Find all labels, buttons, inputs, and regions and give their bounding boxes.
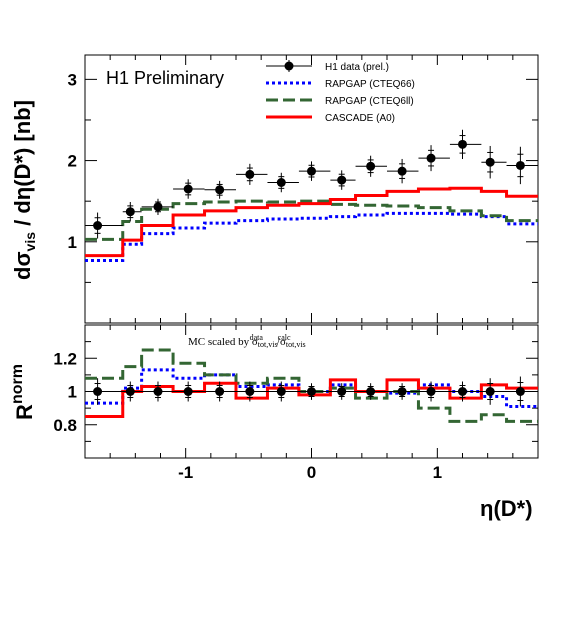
h1-preliminary-label: H1 Preliminary [106, 68, 224, 88]
legend-entry: RAPGAP (CTEQ66) [266, 79, 415, 90]
top-data-point [298, 161, 331, 181]
bottom-data-point [330, 383, 356, 400]
bottom-data-point [122, 381, 142, 402]
top-series-rapgap-cteq6ll [85, 199, 538, 241]
svg-text:Rnorm: Rnorm [9, 364, 37, 420]
top-data-point [481, 145, 507, 179]
bottom-data-point [141, 381, 174, 402]
bottom-data-point [298, 383, 331, 400]
top-data-point [85, 212, 123, 239]
top-data-point [449, 129, 482, 159]
bottom-y-tick-label: 1.2 [53, 349, 77, 368]
top-data-point [418, 145, 450, 172]
legend-entry: RAPGAP (CTEQ6ll) [266, 96, 414, 107]
bottom-data-point [481, 378, 507, 405]
bottom-y-tick-label: 0.8 [53, 416, 77, 435]
svg-text:dσvis / dη(D*) [nb]: dσvis / dη(D*) [nb] [10, 100, 38, 280]
top-data-point [506, 146, 538, 185]
bottom-data-point [267, 381, 299, 402]
top-series-cascade-a0 [85, 186, 538, 258]
top-series-rapgap-cteq66 [85, 211, 538, 262]
x-tick-label: -1 [178, 463, 193, 482]
svg-text:RAPGAP (CTEQ6ll): RAPGAP (CTEQ6ll) [325, 96, 414, 107]
legend: H1 data (prel.) RAPGAP (CTEQ66) RAPGAP (CT… [266, 60, 415, 124]
svg-text:RAPGAP (CTEQ66): RAPGAP (CTEQ66) [325, 79, 415, 90]
top-y-axis-title: dσvis / dη(D*) [nb] [10, 100, 38, 280]
x-tick-label: 0 [307, 463, 316, 482]
bottom-data-point [449, 381, 482, 402]
bottom-data-point [506, 376, 538, 407]
bottom-data-point [204, 381, 236, 402]
mc-scaling-note: MC scaled by σtot,visdata/σtot,viscalc [188, 333, 306, 349]
top-data-point [355, 155, 387, 177]
svg-text:CASCADE (A0): CASCADE (A0) [325, 113, 395, 124]
legend-entry: H1 data (prel.) [266, 60, 389, 73]
bottom-data-point [85, 378, 123, 405]
top-y-tick-label: 3 [68, 70, 77, 89]
bottom-data-point [418, 381, 450, 402]
top-y-tick-label: 2 [68, 152, 77, 171]
top-data-point [122, 201, 142, 222]
top-data-point [141, 198, 174, 215]
top-panel-ticks: 1 2 3 [68, 55, 539, 324]
top-panel-data-points [85, 129, 538, 239]
x-axis-title: η(D*) [480, 496, 533, 521]
top-data-point [267, 172, 299, 193]
bottom-data-point [236, 381, 268, 402]
svg-text:H1 data (prel.): H1 data (prel.) [325, 62, 389, 73]
legend-entry: CASCADE (A0) [266, 113, 395, 124]
top-data-point [330, 170, 356, 190]
top-data-point [236, 163, 268, 185]
x-tick-label: 1 [433, 463, 442, 482]
bottom-y-axis-title: Rnorm [9, 364, 37, 420]
top-data-point [204, 180, 236, 199]
top-panel-series [85, 186, 538, 262]
top-y-tick-label: 1 [68, 233, 77, 252]
bottom-y-tick-label: 1 [68, 383, 77, 402]
bottom-panel-data-points [85, 376, 538, 407]
bottom-data-point [173, 381, 205, 402]
bottom-data-point [387, 383, 419, 400]
top-data-point [173, 179, 205, 199]
bottom-panel-ticks: 0.8 1 1.2 -1 0 1 [53, 324, 539, 482]
bottom-data-point [355, 383, 387, 400]
bottom-series-cascade-a0 [85, 378, 538, 418]
top-data-point [387, 158, 419, 184]
